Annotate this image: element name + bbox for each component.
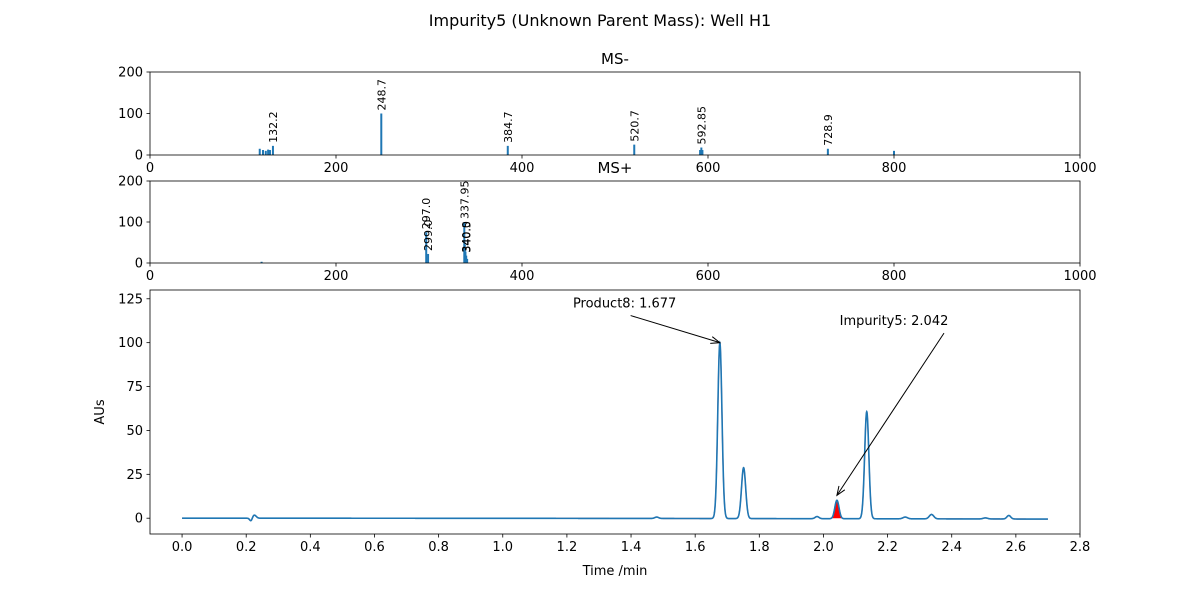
x-tick-label: 0.8 (428, 540, 449, 555)
x-tick-label: 400 (510, 161, 535, 176)
spectrum-peak (380, 113, 383, 155)
spectrum-peak (463, 222, 466, 263)
x-tick-label: 600 (696, 269, 721, 284)
x-tick-label: 1.2 (557, 540, 578, 555)
x-tick-label: 1.8 (749, 540, 770, 555)
axes-background (150, 72, 1080, 155)
peak-label: 384.7 (502, 111, 515, 143)
x-tick-label: 0.2 (236, 540, 257, 555)
axes-background (150, 181, 1080, 263)
x-tick-label: 1.4 (621, 540, 642, 555)
x-tick-label: 400 (510, 269, 535, 284)
x-tick-label: 2.8 (1070, 540, 1091, 555)
spectrum-peak (826, 148, 829, 155)
x-tick-label: 1.6 (685, 540, 706, 555)
ms-minus-panel: 132.2 248.7 384.7 520.7 592.85 728.9 0 200 400 60… (118, 50, 1096, 176)
peak-label: 520.7 (628, 110, 641, 142)
y-tick-label: 100 (118, 107, 143, 122)
spectrum-peak (268, 150, 271, 155)
peak-label: 297.0 (420, 198, 433, 230)
peak-label: 132.2 (267, 111, 280, 143)
x-tick-label: 600 (696, 161, 721, 176)
peak-label: 728.9 (822, 114, 835, 146)
x-tick-label: 200 (324, 269, 349, 284)
y-axis-label: AUs (93, 399, 108, 424)
peak-label: 340.0 (460, 221, 473, 253)
peak-annotation: Product8: 1.677 (573, 297, 676, 312)
spectrum-peak (427, 253, 430, 263)
spectrum-peak (633, 144, 636, 155)
peak-annotation: Impurity5: 2.042 (840, 314, 949, 329)
y-tick-label: 0 (135, 149, 143, 164)
spectrum-peak (271, 145, 274, 155)
x-tick-label: 0.6 (364, 540, 385, 555)
x-tick-label: 2.2 (877, 540, 898, 555)
axes-frame (149, 289, 1081, 535)
spectrum-peak (258, 148, 261, 155)
y-tick-label: 0 (135, 257, 143, 272)
x-tick-label: 1.0 (492, 540, 513, 555)
spectrum-peak (260, 261, 263, 263)
x-tick-label: 1000 (1063, 161, 1096, 176)
x-tick-label: 0.4 (300, 540, 321, 555)
x-axis-label: Time /min (582, 564, 648, 579)
peak-label: 299.0 (422, 219, 435, 251)
x-tick-label: 0.0 (172, 540, 193, 555)
axes-background (150, 290, 1080, 534)
x-tick-label: 800 (882, 269, 907, 284)
y-tick-label: 50 (126, 424, 143, 439)
spectrum-peak (506, 145, 509, 155)
spectrum-peak (264, 150, 267, 155)
annotation-arrow (836, 332, 945, 496)
annotation-arrowhead (836, 485, 846, 497)
y-tick-label: 0 (135, 512, 143, 527)
panel-title: MS+ (597, 159, 632, 177)
x-tick-label: 2.0 (813, 540, 834, 555)
figure-title: Impurity5 (Unknown Parent Mass): Well H1 (429, 11, 771, 30)
x-tick-label: 800 (882, 161, 907, 176)
spectrum-peak (261, 150, 264, 155)
peak-label: 592.85 (695, 106, 708, 145)
annotation-arrow (630, 315, 721, 344)
x-tick-label: 0 (146, 269, 154, 284)
y-tick-label: 125 (118, 292, 143, 307)
spectrum-peak (701, 150, 704, 155)
peak-label: 337.95 (458, 181, 471, 220)
panel-title: MS- (601, 50, 629, 68)
chromatogram-trace (182, 340, 1048, 522)
annotation-arrowhead (710, 336, 722, 344)
y-tick-label: 200 (118, 66, 143, 81)
spectrum-peak (267, 149, 270, 155)
spectrum-peak (425, 232, 428, 263)
x-tick-label: 1000 (1063, 269, 1096, 284)
x-tick-label: 2.4 (941, 540, 962, 555)
y-tick-label: 200 (118, 175, 143, 190)
spectrum-peak (893, 150, 895, 155)
spectrum-peak (699, 150, 702, 155)
y-tick-label: 25 (126, 468, 143, 483)
y-tick-label: 75 (126, 380, 143, 395)
y-tick-label: 100 (118, 336, 143, 351)
peak-label: 248.7 (375, 79, 388, 111)
spectrum-peak (466, 258, 469, 263)
x-tick-label: 2.6 (1006, 540, 1027, 555)
chromatogram-panel: 0.0 0.2 0.4 0.6 0.8 1.0 1.2 1.4 1.6 1.8 2.0 2.2 2.4 2… (93, 289, 1091, 579)
y-tick-label: 100 (118, 216, 143, 231)
spectrum-peak (700, 147, 703, 155)
peak-label: 340.5 (461, 221, 474, 253)
x-tick-label: 0 (146, 161, 154, 176)
x-tick-label: 200 (324, 161, 349, 176)
